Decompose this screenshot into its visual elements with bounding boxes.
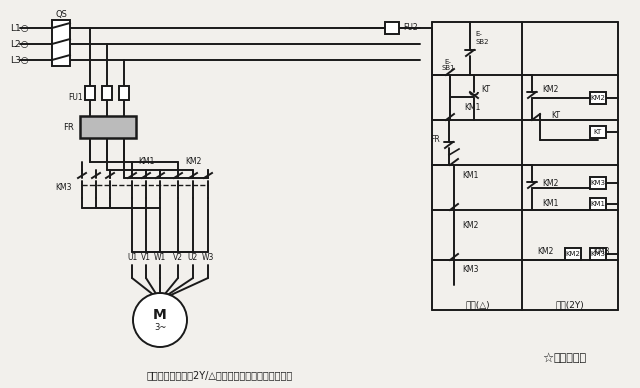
Bar xyxy=(102,86,112,100)
Text: U2: U2 xyxy=(188,253,198,263)
Text: E-
SB1: E- SB1 xyxy=(441,59,455,71)
Text: FR: FR xyxy=(63,123,74,132)
Bar xyxy=(52,20,70,66)
Text: FU1: FU1 xyxy=(68,92,83,102)
Circle shape xyxy=(133,293,187,347)
Text: W1: W1 xyxy=(154,253,166,263)
Text: KT: KT xyxy=(594,129,602,135)
Text: L3○: L3○ xyxy=(10,55,29,64)
Text: ☆: ☆ xyxy=(542,352,554,364)
Text: KM2: KM2 xyxy=(591,95,605,101)
Bar xyxy=(590,198,606,210)
Text: KM1: KM1 xyxy=(462,170,478,180)
Text: KM3: KM3 xyxy=(591,251,605,257)
Text: KM3: KM3 xyxy=(56,184,72,192)
Text: KM1: KM1 xyxy=(464,104,481,113)
Text: V1: V1 xyxy=(141,253,151,263)
Bar xyxy=(590,126,606,138)
Text: KT: KT xyxy=(551,111,560,121)
Text: M: M xyxy=(153,308,167,322)
Bar xyxy=(590,248,606,260)
Text: FU2: FU2 xyxy=(403,24,418,33)
Text: KT: KT xyxy=(481,85,490,95)
Text: QS: QS xyxy=(55,10,67,19)
Text: KM3: KM3 xyxy=(462,265,479,274)
Text: KM3: KM3 xyxy=(591,180,605,186)
Text: L2○: L2○ xyxy=(10,40,29,48)
Text: U1: U1 xyxy=(127,253,137,263)
Bar xyxy=(85,86,95,100)
Text: KM2: KM2 xyxy=(462,220,478,229)
Text: 3~: 3~ xyxy=(154,324,166,333)
Text: 工控资料屋: 工控资料屋 xyxy=(554,353,587,363)
Text: KM2: KM2 xyxy=(542,180,558,189)
Bar xyxy=(590,177,606,189)
Text: W3: W3 xyxy=(202,253,214,263)
Text: 高速(2Y): 高速(2Y) xyxy=(556,300,584,310)
Text: L1○: L1○ xyxy=(10,24,29,33)
Text: KM3: KM3 xyxy=(593,248,609,256)
Text: KM2: KM2 xyxy=(537,248,554,256)
Text: KM1: KM1 xyxy=(138,156,154,166)
Text: KM2: KM2 xyxy=(566,251,580,257)
Text: 单绕组双速电动机2Y/△接法时间继电器自动控制线路: 单绕组双速电动机2Y/△接法时间继电器自动控制线路 xyxy=(147,370,293,380)
Text: KM2: KM2 xyxy=(185,156,201,166)
Bar xyxy=(565,248,581,260)
Bar xyxy=(385,22,399,34)
Text: KM1: KM1 xyxy=(591,201,605,207)
Text: KM2: KM2 xyxy=(542,85,558,95)
Bar xyxy=(119,86,129,100)
Text: 低速(△): 低速(△) xyxy=(466,300,490,310)
Bar xyxy=(80,116,136,138)
Bar xyxy=(590,92,606,104)
Text: FR: FR xyxy=(430,135,440,144)
Text: V2: V2 xyxy=(173,253,183,263)
Text: KM1: KM1 xyxy=(542,199,558,208)
Text: E-
SB2: E- SB2 xyxy=(475,31,488,45)
